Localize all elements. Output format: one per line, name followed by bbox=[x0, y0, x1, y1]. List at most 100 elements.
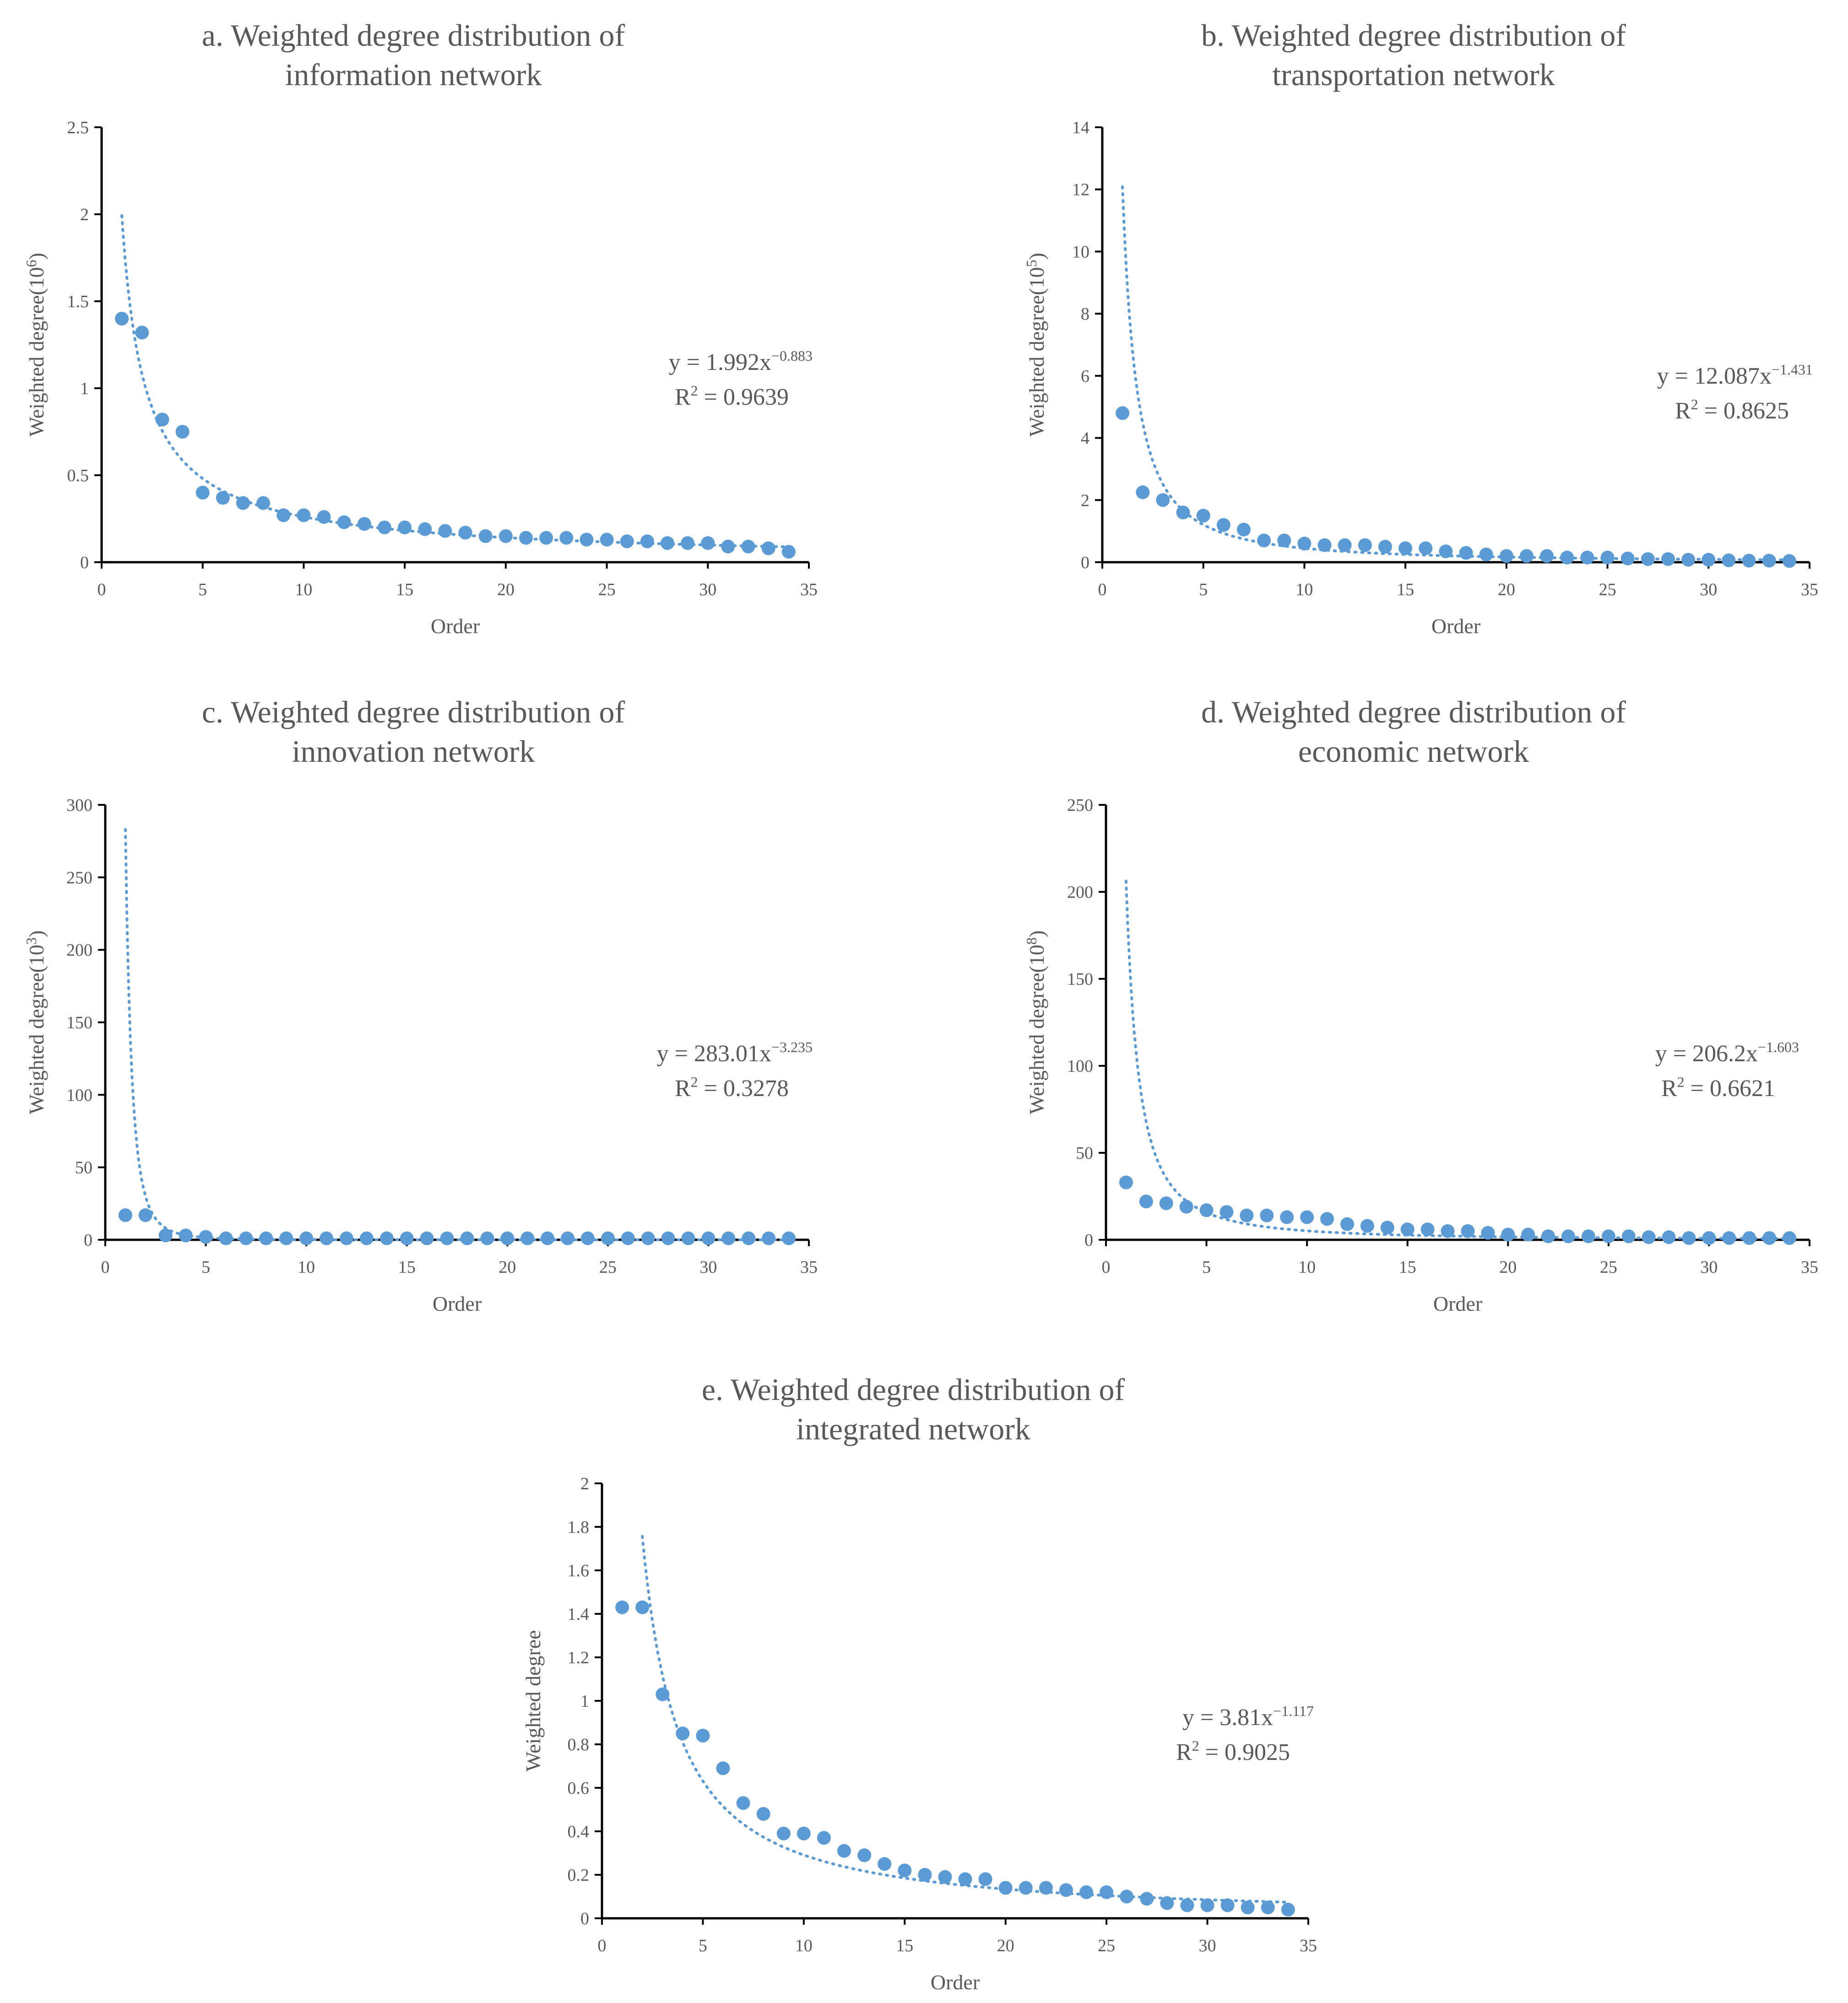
chart-c-point bbox=[701, 1231, 715, 1245]
chart-b-point bbox=[1338, 538, 1352, 552]
chart-c-r-squared-exponent: 2 bbox=[691, 1074, 698, 1090]
chart-b-r-squared-symbol: R bbox=[1675, 398, 1691, 424]
chart-e-x-axis-title: Order bbox=[931, 1970, 980, 1994]
chart-a-x-axis-title: Order bbox=[431, 614, 480, 638]
chart-d-r-squared-symbol: R bbox=[1661, 1075, 1677, 1102]
chart-c-point bbox=[279, 1231, 293, 1245]
chart-c-r-squared-symbol: R bbox=[675, 1075, 691, 1102]
chart-b-x-tick-label: 30 bbox=[1700, 580, 1717, 599]
chart-e-trendline bbox=[641, 1535, 1290, 1904]
chart-d-point bbox=[1119, 1175, 1133, 1189]
chart-e-point bbox=[716, 1761, 730, 1775]
chart-d-x-tick-label: 15 bbox=[1399, 1258, 1416, 1277]
chart-a-r-squared: R2 = 0.9639 bbox=[675, 382, 789, 410]
chart-b-point bbox=[1641, 552, 1655, 566]
chart-b-point bbox=[1560, 550, 1574, 565]
chart-c-point bbox=[561, 1231, 574, 1245]
chart-a-y-tick-label: 2.5 bbox=[67, 118, 89, 137]
chart-d-point bbox=[1300, 1210, 1314, 1224]
chart-a-point bbox=[600, 532, 614, 547]
chart-a-point bbox=[458, 526, 472, 540]
chart-c-point bbox=[641, 1231, 655, 1245]
chart-d-point bbox=[1642, 1230, 1656, 1244]
chart-d-point bbox=[1541, 1229, 1555, 1243]
chart-d-point bbox=[1199, 1203, 1214, 1217]
chart-d-x-tick-label: 5 bbox=[1202, 1258, 1211, 1277]
chart-e-equation: y = 3.81x−1.117 bbox=[1182, 1703, 1314, 1731]
chart-e-x-tick-label: 0 bbox=[598, 1936, 607, 1955]
chart-d-point bbox=[1722, 1231, 1736, 1245]
chart-a-point bbox=[357, 517, 371, 531]
chart-b-point bbox=[1540, 549, 1554, 563]
chart-d-r-squared: R2 = 0.6621 bbox=[1661, 1074, 1775, 1102]
chart-c-equation-base: y = 283.01x bbox=[657, 1041, 771, 1067]
chart-a-point bbox=[195, 486, 210, 499]
chart-a-point bbox=[256, 496, 271, 510]
chart-d-point bbox=[1240, 1208, 1254, 1222]
chart-c-x-tick-label: 35 bbox=[800, 1258, 818, 1277]
chart-c-x-tick-label: 10 bbox=[298, 1258, 315, 1277]
chart-c-x-tick-label: 0 bbox=[101, 1258, 110, 1277]
chart-e-point bbox=[1100, 1885, 1114, 1899]
chart-e-point bbox=[837, 1844, 851, 1858]
chart-d-x-tick-label: 25 bbox=[1600, 1258, 1617, 1277]
chart-b-y-axis-title-exponent: 5 bbox=[1023, 260, 1040, 267]
chart-a-x-tick-label: 15 bbox=[396, 580, 413, 599]
chart-e-y-tick-label: 0 bbox=[580, 1909, 589, 1928]
chart-c-y-tick-label: 50 bbox=[75, 1158, 92, 1178]
chart-a: a. Weighted degree distribution of inform… bbox=[23, 18, 818, 638]
chart-a-x-tick-label: 30 bbox=[699, 580, 716, 599]
chart-d-equation-base: y = 206.2x bbox=[1655, 1041, 1758, 1067]
chart-c-point bbox=[420, 1231, 434, 1245]
chart-c-point bbox=[480, 1231, 494, 1245]
chart-e-y-tick-label: 0.8 bbox=[568, 1735, 590, 1754]
chart-b-point bbox=[1479, 548, 1493, 561]
chart-d-y-tick-label: 100 bbox=[1067, 1057, 1093, 1076]
chart-d-y-tick-label: 0 bbox=[1084, 1231, 1093, 1250]
chart-d-y-tick-label: 200 bbox=[1067, 883, 1093, 902]
chart-b-point bbox=[1459, 546, 1473, 560]
chart-b-y-tick-label: 10 bbox=[1072, 242, 1089, 261]
chart-a-title-line-1: a. Weighted degree distribution of bbox=[202, 18, 625, 53]
chart-e-y-tick-label: 1.2 bbox=[568, 1648, 590, 1667]
chart-e-title-line-1: e. Weighted degree distribution of bbox=[702, 1372, 1125, 1407]
chart-c-point bbox=[320, 1231, 334, 1245]
chart-a-point bbox=[519, 531, 533, 545]
chart-a-point bbox=[135, 326, 149, 340]
chart-e-point bbox=[615, 1600, 629, 1614]
chart-d-point bbox=[1159, 1196, 1173, 1210]
chart-b: b. Weighted degree distribution of transp… bbox=[1023, 18, 1818, 638]
chart-c-title-line-1: c. Weighted degree distribution of bbox=[202, 695, 625, 729]
chart-a-point bbox=[317, 510, 331, 524]
chart-d-point bbox=[1521, 1227, 1535, 1242]
chart-c-r-squared-value: = 0.3278 bbox=[698, 1075, 789, 1102]
chart-e-point bbox=[696, 1729, 710, 1742]
chart-b-equation: y = 12.087x−1.431 bbox=[1657, 361, 1813, 389]
chart-b-point bbox=[1257, 533, 1271, 548]
chart-e-x-tick-label: 20 bbox=[997, 1936, 1014, 1955]
chart-c-y-axis-title: Weighted degree(103) bbox=[23, 930, 48, 1114]
chart-b-x-tick-label: 20 bbox=[1498, 580, 1515, 599]
chart-e-point bbox=[1241, 1900, 1255, 1915]
chart-b-point bbox=[1176, 505, 1190, 520]
chart-c-point bbox=[340, 1231, 353, 1245]
chart-b-y-tick-label: 12 bbox=[1072, 180, 1089, 200]
chart-c-point bbox=[580, 1231, 595, 1245]
chart-e-point bbox=[736, 1796, 750, 1810]
chart-c-x-tick-label: 25 bbox=[599, 1258, 617, 1277]
chart-a-point bbox=[701, 536, 715, 550]
chart-b-point bbox=[1722, 553, 1736, 567]
chart-a-y-tick-label: 0 bbox=[80, 553, 89, 572]
chart-e-y-tick-label: 1.6 bbox=[568, 1561, 590, 1580]
chart-b-y-axis-title-text: Weighted degree(10 bbox=[1025, 267, 1048, 437]
chart-c-point bbox=[179, 1228, 193, 1243]
chart-e-equation-base: y = 3.81x bbox=[1182, 1704, 1273, 1731]
chart-a-r-squared-exponent: 2 bbox=[691, 382, 698, 399]
chart-e-point bbox=[1039, 1881, 1053, 1895]
chart-e-point bbox=[958, 1872, 972, 1886]
chart-a-point bbox=[155, 413, 169, 427]
chart-a-y-axis-title: Weighted degree(106) bbox=[23, 253, 48, 437]
chart-e-equation-exponent: −1.117 bbox=[1273, 1703, 1314, 1719]
chart-e-x-tick-label: 25 bbox=[1098, 1936, 1115, 1955]
chart-d-point bbox=[1280, 1210, 1294, 1224]
